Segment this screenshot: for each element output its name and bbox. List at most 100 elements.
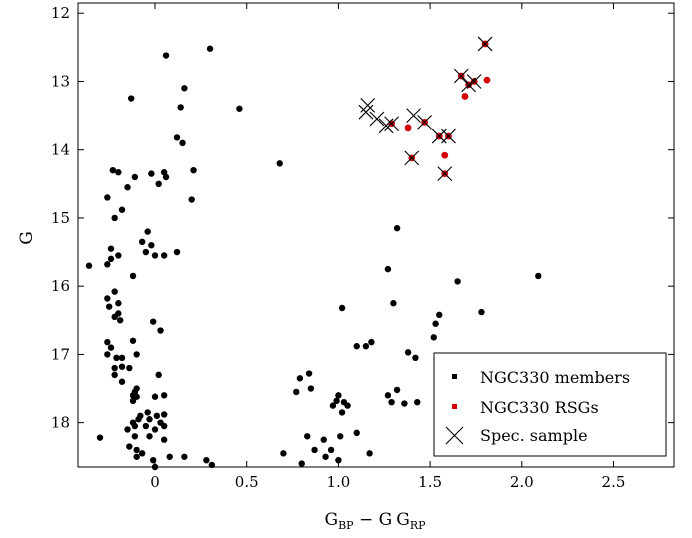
member-point xyxy=(111,364,118,372)
member-point xyxy=(127,95,135,102)
member-point xyxy=(177,104,184,111)
member-point xyxy=(280,450,287,457)
x-tick-label: 2.0 xyxy=(510,473,534,491)
data-marks xyxy=(85,36,542,471)
y-tick-label: 16 xyxy=(51,277,70,295)
rsg-point xyxy=(483,76,491,84)
y-tick-label: 17 xyxy=(51,345,70,363)
member-point xyxy=(305,370,313,377)
spec-sample-cross xyxy=(406,108,421,123)
member-point xyxy=(179,139,186,147)
member-point xyxy=(173,134,181,141)
member-point xyxy=(131,173,139,181)
legend-marker-rsgs xyxy=(452,404,457,409)
member-point xyxy=(236,105,243,112)
member-point xyxy=(151,463,159,471)
member-point xyxy=(155,371,162,379)
y-tick-label: 13 xyxy=(51,72,70,90)
spec-sample-cross xyxy=(437,166,453,181)
member-point xyxy=(432,320,439,327)
member-point xyxy=(366,450,373,457)
member-point xyxy=(111,288,118,295)
spec-sample-cross xyxy=(404,150,420,166)
legend: NGC330 members NGC330 RSGs Spec. sample xyxy=(433,352,667,457)
rsg-point xyxy=(404,124,412,132)
legend-label-rsgs: NGC330 RSGs xyxy=(480,398,599,417)
member-point xyxy=(133,393,140,400)
member-point xyxy=(162,52,170,59)
member-point xyxy=(311,446,318,454)
member-point xyxy=(320,436,327,443)
member-point xyxy=(129,397,137,405)
spec-sample-cross xyxy=(417,115,432,130)
spec-sample-cross xyxy=(477,36,493,52)
member-point xyxy=(111,313,118,321)
member-point xyxy=(151,393,159,400)
y-axis-ticks: 12 13 14 15 16 17 18 xyxy=(51,4,674,432)
member-point xyxy=(384,392,392,399)
member-point xyxy=(162,173,170,181)
member-point xyxy=(203,456,210,464)
member-point xyxy=(454,278,461,285)
member-point xyxy=(131,433,139,440)
spec-sample-cross xyxy=(358,104,374,120)
member-point xyxy=(430,334,437,341)
member-point xyxy=(414,398,421,406)
y-tick-label: 14 xyxy=(51,141,70,159)
y-tick-label: 15 xyxy=(51,209,70,227)
legend-box xyxy=(433,352,667,457)
member-point xyxy=(335,456,342,464)
member-point xyxy=(118,206,126,213)
y-tick-label: 12 xyxy=(51,4,70,22)
member-point xyxy=(107,255,115,263)
member-point xyxy=(111,371,118,379)
member-point xyxy=(142,248,150,256)
member-point xyxy=(153,412,161,420)
member-point xyxy=(304,433,311,440)
member-point xyxy=(160,392,168,399)
member-point xyxy=(131,422,139,430)
member-point xyxy=(96,434,104,441)
spec-sample-cross xyxy=(378,118,394,134)
member-point xyxy=(118,354,126,362)
member-point xyxy=(160,252,168,259)
member-point xyxy=(362,343,370,350)
member-point xyxy=(333,397,340,405)
rsg-point xyxy=(441,151,449,159)
member-point xyxy=(338,304,346,312)
spec-sample-cross xyxy=(466,74,482,89)
member-point xyxy=(118,378,126,385)
member-point xyxy=(388,398,395,406)
member-point xyxy=(160,411,168,418)
member-point xyxy=(478,308,485,316)
member-point xyxy=(135,416,142,423)
member-point xyxy=(126,364,133,372)
member-point xyxy=(104,194,111,201)
member-point xyxy=(401,400,408,407)
spec-sample-cross xyxy=(369,111,385,127)
x-axis-label-mid: − G xyxy=(354,510,393,530)
member-point xyxy=(208,461,216,469)
member-point xyxy=(353,429,360,437)
member-point xyxy=(335,392,342,399)
member-point xyxy=(107,344,115,351)
x-tick-label: 0 xyxy=(150,473,160,491)
member-point xyxy=(104,261,111,268)
member-point xyxy=(160,436,168,443)
member-point xyxy=(148,242,155,249)
member-point xyxy=(173,248,181,256)
member-point xyxy=(412,354,419,362)
member-point xyxy=(149,318,157,325)
y-tick-label: 18 xyxy=(51,414,70,432)
member-point xyxy=(129,272,137,280)
member-point xyxy=(149,456,157,464)
member-point xyxy=(190,166,197,174)
member-point xyxy=(384,265,392,273)
spec-sample-cross xyxy=(453,68,469,84)
legend-label-spec-sample: Spec. sample xyxy=(480,426,588,445)
member-point xyxy=(126,443,133,450)
member-point xyxy=(146,416,153,423)
member-point xyxy=(148,170,155,177)
member-point xyxy=(404,349,412,356)
x-axis-label-sub2: RP xyxy=(410,519,426,532)
